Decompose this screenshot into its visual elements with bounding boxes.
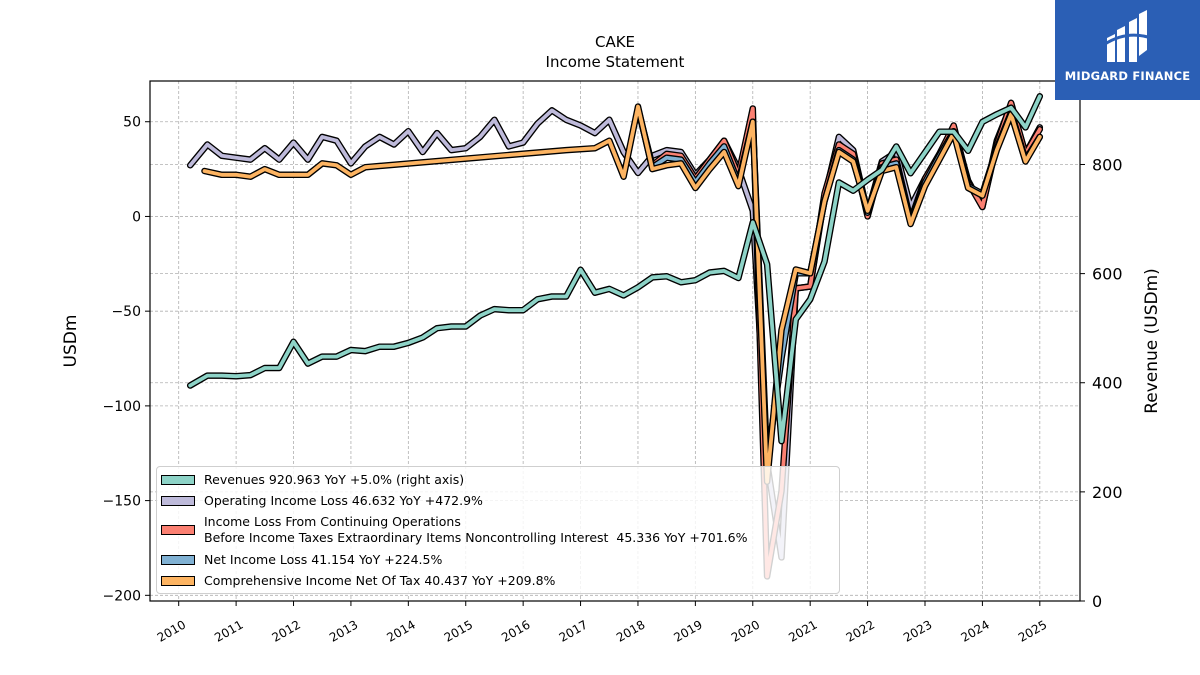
chart-subtitle: Income Statement: [545, 53, 685, 71]
x-tick-label: 2019: [671, 617, 704, 644]
plot-series: [186, 93, 1044, 580]
y-tick-label-right: 800: [1092, 155, 1123, 174]
x-tick-label: 2025: [1016, 617, 1049, 644]
x-tick-label: 2017: [557, 617, 590, 644]
y-tick-label-left: 0: [132, 209, 141, 225]
midgard-logo-icon: [1104, 10, 1152, 62]
legend-swatch-net-income: [161, 555, 195, 565]
legend-swatch-comprehensive-income: [161, 576, 195, 586]
x-tick-label: 2024: [958, 617, 991, 644]
y-tick-label-right: 200: [1092, 483, 1123, 502]
plot-frame: [149, 80, 1081, 602]
logo-text: MIDGARD FINANCE: [1064, 69, 1191, 83]
legend-label-revenues: Revenues 920.963 YoY +5.0% (right axis): [204, 472, 465, 487]
x-tick-label: 2022: [844, 617, 877, 644]
legend-swatch-revenues: [161, 475, 195, 485]
x-tick-label: 2010: [155, 617, 188, 644]
legend-label-comprehensive-income: Comprehensive Income Net Of Tax 40.437 Y…: [204, 573, 556, 588]
y-tick-label-left: −50: [111, 304, 141, 320]
axes: 2010 2011 2012 2013 2014 2015 2016 2017 2018 2019…: [103, 115, 1123, 645]
y-axis-label-left: USDm: [61, 315, 81, 368]
chart-title: CAKE: [594, 33, 636, 51]
x-tick-label: 2012: [270, 617, 303, 644]
x-tick-label: 2018: [614, 617, 647, 644]
y-axis-label-right: Revenue (USDm): [1142, 268, 1162, 414]
legend-swatch-income-before-taxes: [161, 525, 195, 535]
legend-label-income-before-taxes: Income Loss From Continuing Operations B…: [204, 514, 748, 545]
x-tick-label: 2015: [442, 617, 475, 644]
x-tick-label: 2011: [212, 617, 245, 644]
legend-label-net-income: Net Income Loss 41.154 YoY +224.5%: [204, 552, 443, 567]
legend: Revenues 920.963 YoY +5.0% (right axis) …: [156, 466, 840, 594]
x-tick-label: 2020: [729, 617, 762, 644]
series-line-comprehensive-income-net-of-tax: [202, 104, 1042, 484]
x-tick-label: 2013: [327, 617, 360, 644]
x-tick-label: 2016: [499, 617, 532, 644]
y-tick-label-left: 50: [123, 115, 141, 131]
y-tick-label-left: −150: [103, 494, 141, 510]
y-tick-label-left: −200: [103, 588, 141, 604]
x-tick-label: 2014: [384, 617, 417, 644]
x-tick-label: 2021: [786, 617, 819, 644]
series-line-revenues: [188, 94, 1042, 444]
y-tick-label-right: 0: [1092, 592, 1102, 611]
x-tick-label: 2023: [901, 617, 934, 644]
logo-badge: MIDGARD FINANCE: [1055, 0, 1200, 100]
legend-label-operating-income: Operating Income Loss 46.632 YoY +472.9%: [204, 493, 483, 508]
y-tick-label-right: 400: [1092, 374, 1123, 393]
y-tick-label-left: −100: [103, 399, 141, 415]
legend-swatch-operating-income: [161, 496, 195, 506]
y-tick-label-right: 600: [1092, 265, 1123, 284]
